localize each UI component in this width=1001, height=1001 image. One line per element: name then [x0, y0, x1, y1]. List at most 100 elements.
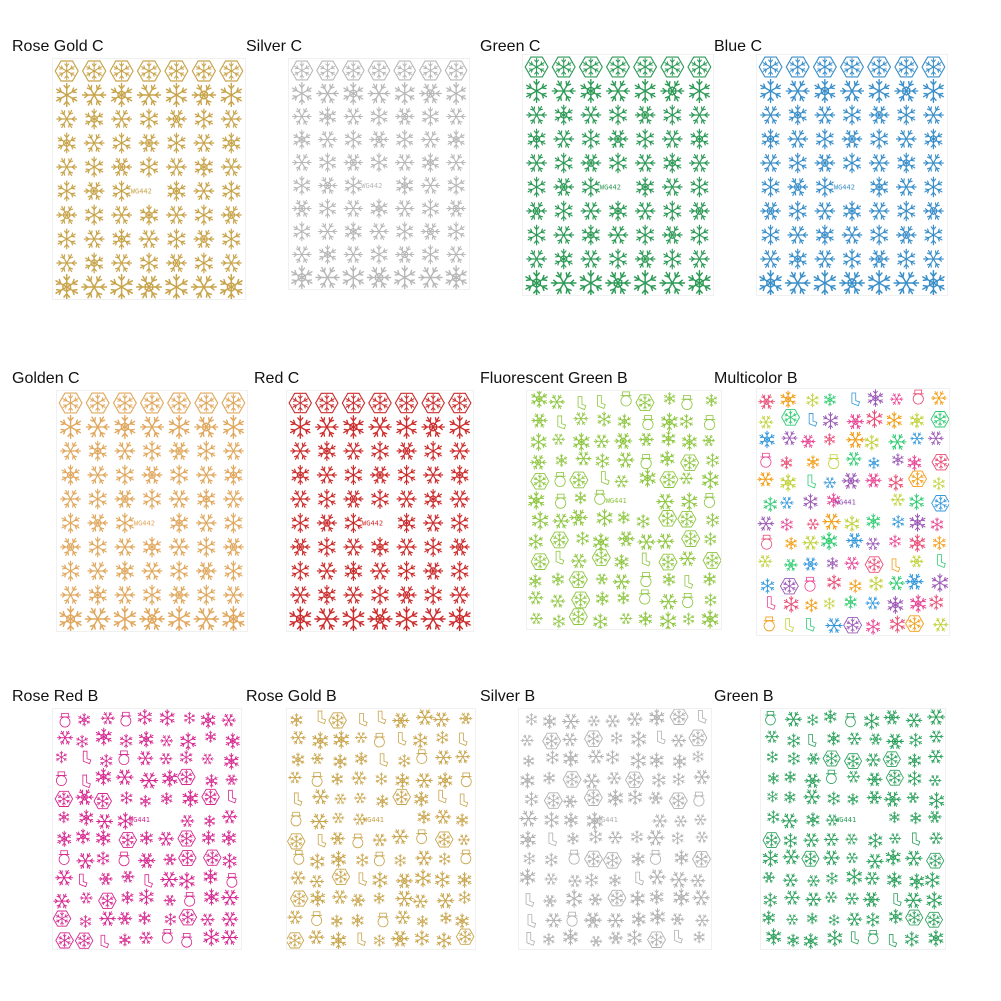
snowflake-icon	[702, 434, 716, 447]
snowflake-icon	[784, 770, 796, 784]
snowflake-icon	[656, 533, 675, 550]
snowflake-icon	[905, 713, 923, 728]
variant-cell: Blue C	[714, 38, 944, 338]
snowflake-icon	[367, 60, 391, 81]
snowflake-icon	[170, 512, 189, 534]
snowflake-icon	[291, 752, 305, 767]
snowflake-icon	[785, 536, 798, 551]
snowflake-icon	[908, 470, 928, 488]
snowflake-icon	[139, 416, 165, 438]
snowflake-icon	[636, 224, 655, 246]
snowflake-icon	[167, 606, 191, 631]
snowflake-icon	[138, 229, 160, 249]
snowflake-icon	[343, 538, 364, 556]
snowflake-icon	[61, 464, 80, 486]
snowflake-icon	[330, 931, 347, 949]
snowflake-icon	[897, 152, 916, 174]
snowflake-icon	[318, 106, 337, 127]
snowflake-icon	[316, 466, 337, 484]
stocking-icon	[937, 554, 946, 568]
snowflake-icon	[596, 508, 613, 528]
snowflake-icon	[706, 452, 719, 468]
snowflake-icon	[293, 175, 311, 196]
snowflake-icon	[762, 871, 776, 883]
snowflake-icon	[526, 153, 547, 173]
snowflake-icon	[394, 199, 415, 218]
snowflake-icon	[528, 533, 543, 550]
snowflake-icon	[449, 586, 470, 604]
snowflake-icon	[394, 392, 419, 414]
snowflake-icon	[706, 512, 719, 528]
snowflake-icon	[372, 871, 388, 889]
snowflake-icon	[673, 815, 688, 828]
snowflake-icon	[84, 108, 104, 130]
snowflake-icon	[927, 810, 942, 824]
snowflake-icon	[110, 273, 134, 299]
snowflake-icon	[355, 751, 368, 766]
snowflake-icon	[84, 607, 111, 631]
sticker-sheet-image: WG442	[286, 390, 474, 632]
snowflake-icon	[605, 271, 631, 295]
snowman-icon	[568, 849, 580, 865]
snowflake-icon	[203, 928, 220, 947]
snowflake-icon	[220, 109, 242, 129]
snowflake-icon	[455, 928, 475, 945]
snowflake-icon	[583, 789, 603, 806]
snowflake-icon	[290, 538, 311, 556]
snowflake-stickers-graphic: WG441	[762, 709, 945, 949]
snowflake-icon	[367, 607, 393, 631]
snowflake-icon	[787, 129, 809, 149]
snowflake-icon	[531, 413, 548, 428]
snowflake-icon	[892, 453, 904, 467]
snowflake-icon	[328, 712, 347, 729]
snowflake-stickers-graphic: WG442	[288, 392, 472, 631]
snowflake-icon	[866, 853, 884, 869]
snowflake-icon	[909, 534, 926, 553]
snowflake-icon	[110, 82, 133, 108]
snowflake-icon	[671, 831, 684, 846]
snowflake-icon	[370, 244, 388, 265]
snowflake-icon	[614, 553, 629, 571]
snowflake-icon	[894, 56, 919, 78]
snowflake-icon	[417, 809, 431, 825]
snowflake-icon	[139, 204, 159, 226]
snowflake-icon	[309, 874, 325, 888]
snowflake-icon	[583, 730, 603, 747]
snowflake-icon	[562, 732, 578, 747]
snowflake-icon	[579, 270, 603, 295]
snowflake-icon	[370, 198, 388, 219]
stocking-icon	[807, 474, 817, 489]
snowflake-icon	[392, 712, 410, 729]
stocking-icon	[357, 932, 366, 947]
snowflake-icon	[702, 552, 721, 569]
snowflake-icon	[438, 852, 451, 866]
snowflake-icon	[523, 851, 536, 866]
snowflake-icon	[671, 734, 687, 748]
snowflake-icon	[396, 415, 417, 439]
snowflake-icon	[636, 514, 650, 529]
snowflake-icon	[650, 908, 666, 926]
stocking-icon	[684, 574, 694, 589]
snowflake-icon	[814, 78, 836, 104]
snowman-icon	[703, 493, 715, 508]
sticker-sheet-image: WG441	[760, 708, 946, 950]
stocking-icon	[766, 596, 776, 610]
snowflake-icon	[551, 56, 576, 78]
stocking-icon	[459, 732, 468, 747]
stocking-icon	[600, 471, 610, 486]
snowflake-icon	[344, 175, 362, 196]
snowflake-icon	[415, 850, 433, 866]
sheet-code-text: WG441	[363, 816, 384, 824]
snowflake-icon	[530, 472, 550, 490]
snowflake-icon	[924, 224, 943, 246]
snowflake-icon	[865, 537, 881, 551]
snowflake-icon	[289, 890, 309, 907]
snowflake-icon	[928, 774, 942, 787]
snowflake-icon	[886, 733, 904, 750]
snowflake-icon	[659, 471, 679, 488]
snowflake-icon	[341, 392, 366, 414]
variant-label: Green B	[714, 688, 774, 705]
snowflake-icon	[894, 80, 919, 102]
snowflake-icon	[923, 201, 944, 221]
